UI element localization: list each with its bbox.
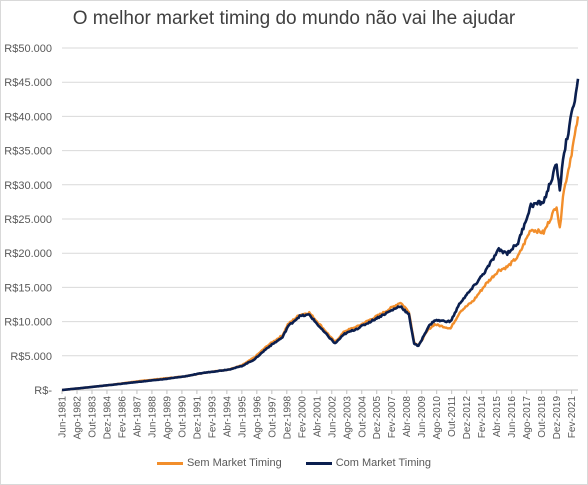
series-line-com-market-timing: [61, 78, 580, 392]
x-tick-label: Dez-1998: [282, 396, 293, 440]
x-tick-label: Out-2004: [357, 396, 368, 438]
x-tick-label: Jun-2002: [327, 396, 338, 438]
x-tick-label: Fev-2007: [387, 396, 398, 439]
x-tick-label: Out-1990: [177, 396, 188, 438]
x-tick-label: Ago-2017: [522, 396, 533, 440]
legend-label-sem: Sem Market Timing: [186, 457, 282, 469]
x-tick-label: Ago-2003: [342, 396, 353, 440]
x-tick-label: Dez-2012: [462, 396, 473, 440]
x-tick-label: Abr-1987: [132, 396, 143, 438]
x-tick-label: Out-2011: [447, 396, 458, 437]
legend-item-com-market-timing: Com Market Timing: [305, 457, 432, 469]
legend-item-sem-market-timing: Sem Market Timing: [156, 457, 282, 469]
x-tick-label: Abr-1994: [222, 396, 233, 438]
x-tick-label: Jun-2009: [417, 396, 428, 438]
x-tick-label: Fev-1986: [117, 396, 128, 439]
y-tick-label: R$-: [34, 385, 52, 397]
y-tick-label: R$20.000: [4, 248, 52, 260]
y-tick-label: R$5.000: [10, 351, 52, 363]
y-tick-label: R$15.000: [4, 282, 52, 294]
x-tick-label: Out-1983: [87, 396, 98, 438]
x-tick-label: Jun-1988: [147, 396, 158, 438]
x-tick-label: Fev-2014: [477, 396, 488, 439]
y-tick-label: R$25.000: [4, 214, 52, 226]
chart-title: O melhor market timing do mundo não vai …: [72, 8, 516, 29]
x-tick-label: Jun-2016: [507, 396, 518, 438]
x-tick-label: Abr-2008: [402, 396, 413, 438]
legend: Sem Market Timing Com Market Timing: [0, 457, 588, 469]
x-tick-label: Ago-1989: [162, 396, 173, 440]
y-tick-label: R$45.000: [4, 77, 52, 89]
x-tick-label: Fev-2021: [567, 396, 578, 439]
legend-label-com: Com Market Timing: [335, 457, 432, 469]
x-tick-label: Dez-2019: [552, 396, 563, 440]
y-tick-label: R$50.000: [4, 43, 52, 55]
x-tick-label: Jun-1981: [58, 396, 69, 438]
x-tick-label: Fev-2000: [297, 396, 308, 439]
legend-swatch-com: [305, 461, 332, 465]
x-tick-label: Ago-2010: [432, 396, 443, 440]
x-tick-label: Dez-1991: [192, 396, 203, 440]
x-tick-label: Dez-1984: [102, 396, 113, 440]
legend-swatch-sem: [156, 461, 183, 465]
x-tick-label: Fev-1993: [207, 396, 218, 439]
x-tick-label: Ago-1996: [252, 396, 263, 440]
y-tick-label: R$30.000: [4, 180, 52, 192]
x-tick-label: Abr-2015: [492, 396, 503, 438]
x-tick-label: Jun-1995: [237, 396, 248, 438]
y-tick-label: R$10.000: [4, 317, 52, 329]
x-tick-label: Abr-2001: [312, 396, 323, 438]
x-tick-label: Out-2018: [537, 396, 548, 438]
x-tick-label: Dez-2005: [372, 396, 383, 440]
x-tick-label: Ago-1982: [72, 396, 83, 440]
y-tick-label: R$40.000: [4, 111, 52, 123]
y-tick-label: R$35.000: [4, 146, 52, 158]
x-tick-label: Out-1997: [267, 396, 278, 438]
